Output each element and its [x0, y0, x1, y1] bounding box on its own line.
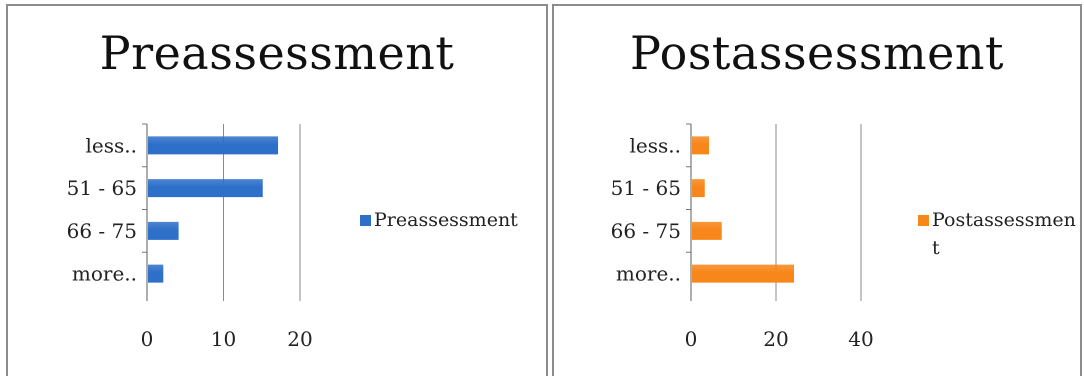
bar [692, 221, 722, 240]
bar [148, 264, 164, 283]
bar [692, 179, 705, 198]
x-tick-label: 20 [763, 327, 788, 351]
postassessment-plot: 0 20 40 less.. 51 - 65 66 - 75 more.. [611, 123, 874, 351]
bar [148, 179, 263, 198]
legend-label: Postassessment [932, 209, 1076, 259]
bar [148, 221, 179, 240]
y-category-label: more.. [72, 262, 137, 286]
postassessment-chart-panel: Postassessment 0 20 40 less.. 51 - 65 66 - 75… [552, 4, 1082, 376]
y-category-label: less.. [86, 133, 137, 157]
legend-swatch [918, 215, 929, 226]
legend-label: Preassessment [374, 209, 518, 231]
chart-title: Preassessment [99, 26, 455, 80]
preassessment-plot: 0 10 20 less.. 51 - 65 66 - 75 more.. [67, 123, 313, 351]
x-tick-label: 0 [141, 327, 154, 351]
x-tick-label: 40 [848, 327, 873, 351]
chart-title: Postassessment [630, 26, 1004, 80]
bar [148, 136, 279, 155]
legend-swatch [360, 215, 371, 226]
x-tick-label: 20 [287, 327, 312, 351]
legend: Preassessment [360, 206, 552, 234]
bar [692, 136, 709, 155]
y-category-label: 66 - 75 [67, 219, 137, 243]
legend: Postassessment [918, 206, 1082, 262]
y-category-label: 51 - 65 [611, 176, 681, 200]
bar [692, 264, 794, 283]
y-category-label: 66 - 75 [611, 219, 681, 243]
preassessment-chart-panel: Preassessment 0 10 20 less.. 51 - 65 66 - 75 m… [6, 4, 548, 376]
x-tick-label: 0 [685, 327, 698, 351]
y-category-label: 51 - 65 [67, 176, 137, 200]
y-category-label: less.. [630, 133, 681, 157]
y-category-label: more.. [616, 262, 681, 286]
x-tick-label: 10 [211, 327, 236, 351]
